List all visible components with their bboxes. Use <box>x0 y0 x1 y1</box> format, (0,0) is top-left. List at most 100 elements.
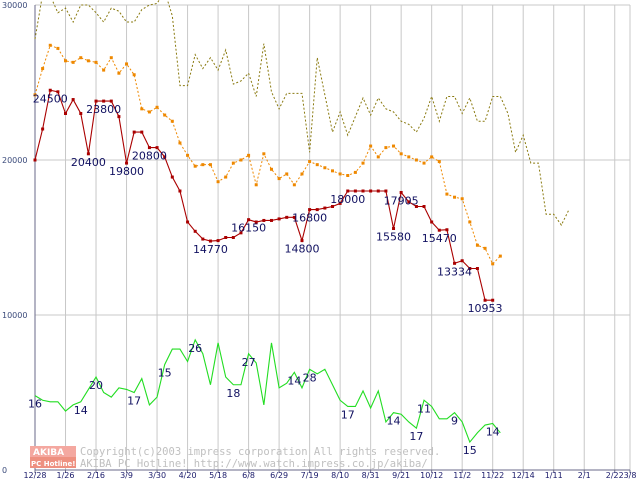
series-2-point <box>376 189 380 193</box>
y-tick-label: 20000 <box>2 156 27 165</box>
x-tick-label: 7/19 <box>301 471 319 480</box>
series-1-point <box>155 105 159 109</box>
series-2-point <box>483 298 487 302</box>
series-2-point <box>445 228 449 232</box>
series-1-point <box>491 262 495 266</box>
series-3-data-label: 11 <box>417 402 431 415</box>
series-3-data-label: 14 <box>287 374 301 387</box>
series-2-data-label: 17905 <box>384 194 419 207</box>
y-tick-label: 30000 <box>2 1 27 10</box>
series-1-point <box>231 161 235 165</box>
x-tick-label: 11/2 <box>453 471 471 480</box>
x-tick-label: 3/9 <box>120 471 133 480</box>
series-2-point <box>163 155 167 159</box>
copyright-text: Copyright(c)2003 impress corporation All… <box>80 446 440 458</box>
series-1-point <box>331 169 334 173</box>
logo-text-top: AKIBA <box>33 448 64 458</box>
series-2-point <box>315 208 319 212</box>
series-2-point <box>453 261 457 265</box>
series-3-data-label: 26 <box>188 342 202 355</box>
series-2-point <box>132 130 136 134</box>
series-2-point <box>170 175 174 179</box>
x-tick-label: 2/1 <box>578 471 591 480</box>
series-3-data-label: 14 <box>387 415 401 428</box>
series-1-point <box>277 177 281 181</box>
series-2-point <box>254 220 258 224</box>
series-2-point <box>269 218 273 222</box>
x-tick-label: 8/31 <box>362 471 380 480</box>
x-tick-label: 12/14 <box>512 471 535 480</box>
series-1-point <box>186 153 190 157</box>
series-2-point <box>475 267 479 270</box>
series-3-data-label: 17 <box>127 395 141 408</box>
series-2-point <box>323 206 327 210</box>
series-2-point <box>399 190 403 194</box>
series-2-point <box>414 205 418 208</box>
x-tick-label: 9/21 <box>392 471 410 480</box>
x-tick-label: 6/29 <box>270 471 288 480</box>
series-1-point <box>193 164 197 168</box>
series-2-data-label: 10953 <box>468 302 503 315</box>
series-2-point <box>48 88 52 92</box>
series-1-point <box>33 93 37 97</box>
x-axis-ticks: 12/28 1/26 2/16 3/9 3/30 4/20 5/18 6/8 6/29 7/19 8… <box>23 470 636 480</box>
series-1-point <box>254 183 258 187</box>
series-2-point <box>384 189 388 193</box>
series-1-point <box>56 46 60 50</box>
series-1-point <box>292 183 296 187</box>
series-3-data-label: 27 <box>242 356 256 369</box>
series-1-point <box>41 67 45 71</box>
series-1-point <box>86 59 90 63</box>
series-2-data-label: 15580 <box>376 231 411 244</box>
series-line-0 <box>34 0 570 227</box>
series-2-point <box>468 267 472 270</box>
series-2-point <box>155 146 159 150</box>
series-1-point <box>285 172 289 176</box>
series-2-point <box>346 189 350 193</box>
series-2-point <box>353 189 357 193</box>
series-1-point <box>247 153 251 157</box>
series-3-data-label: 28 <box>303 371 317 384</box>
series-1-point <box>94 60 98 64</box>
logo-box-top <box>30 446 76 457</box>
series-2-point <box>300 239 304 243</box>
series-2-data-label: 16800 <box>292 212 327 225</box>
series-1-point <box>125 62 129 66</box>
series-line-1 <box>34 44 501 265</box>
series-2-point <box>117 115 121 119</box>
series-2-point <box>491 298 495 302</box>
series-3-data-label: 9 <box>451 415 458 428</box>
series-2-data-label: 15470 <box>422 232 457 245</box>
series-2-data-label: 14800 <box>284 243 319 256</box>
footer: AKIBA PC Hotline! Copyright(c)2003 impre… <box>30 446 440 470</box>
series-2-point <box>369 189 373 193</box>
series-2-point <box>94 99 98 103</box>
x-tick-label: 5/18 <box>209 471 227 480</box>
series-2-point <box>437 228 441 232</box>
series-2-point <box>216 239 220 243</box>
y-axis-ticks: 0 10000 20000 30000 <box>2 1 27 475</box>
series-1-point <box>468 220 472 224</box>
series-1-point <box>422 161 426 165</box>
series-2-point <box>71 98 75 102</box>
series-2-point <box>193 229 197 233</box>
series-layer <box>33 0 570 444</box>
series-1-point <box>353 170 357 174</box>
series-1-point <box>117 71 121 75</box>
logo-box-bottom <box>30 457 76 468</box>
series-1-point <box>498 254 502 258</box>
series-2-point <box>109 99 113 103</box>
series-1-point <box>163 113 167 117</box>
y-tick-label: 10000 <box>2 311 27 320</box>
series-1-point <box>132 73 136 77</box>
series-1-point <box>361 161 365 165</box>
series-2-data-label: 19800 <box>109 165 144 178</box>
series-1-point <box>323 166 327 170</box>
series-3-data-label: 15 <box>463 444 477 457</box>
series-line-3 <box>34 338 501 444</box>
series-1-point <box>453 195 457 199</box>
series-1-point <box>392 144 396 148</box>
series-2-point <box>41 127 45 131</box>
